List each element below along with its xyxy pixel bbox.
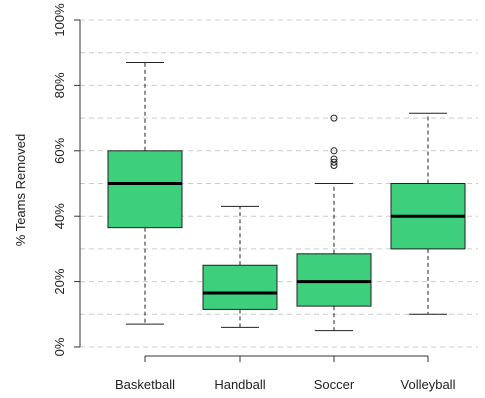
outlier-point [330,147,338,155]
outlier-point [330,114,338,122]
x-tick-label: Handball [214,377,265,392]
box-basketball [107,62,183,325]
boxes [107,62,466,332]
y-tick-label: 40% [52,203,67,229]
box-volleyball [390,112,466,315]
x-tick-label: Basketball [115,377,175,392]
y-tick-label: 100% [52,3,67,37]
y-axis-label: % Teams Removed [13,134,28,246]
x-tick-label: Volleyball [401,377,456,392]
iqr-box [296,253,372,307]
x-axis-categories: Basketball Handball Soccer Volleyball [115,355,456,392]
box-handball [202,205,278,328]
outlier-point [330,155,338,163]
y-axis: 0% 20% 40% 60% 80% 100% [52,3,81,356]
iqr-box [202,264,278,310]
y-tick-label: 0% [52,337,67,356]
box-soccer [296,114,372,332]
y-tick-label: 80% [52,72,67,98]
y-tick-label: 20% [52,268,67,294]
x-tick-label: Soccer [314,377,355,392]
outlier-point [330,158,338,166]
iqr-box [107,150,183,229]
outlier-point [330,162,338,170]
y-tick-label: 60% [52,137,67,163]
